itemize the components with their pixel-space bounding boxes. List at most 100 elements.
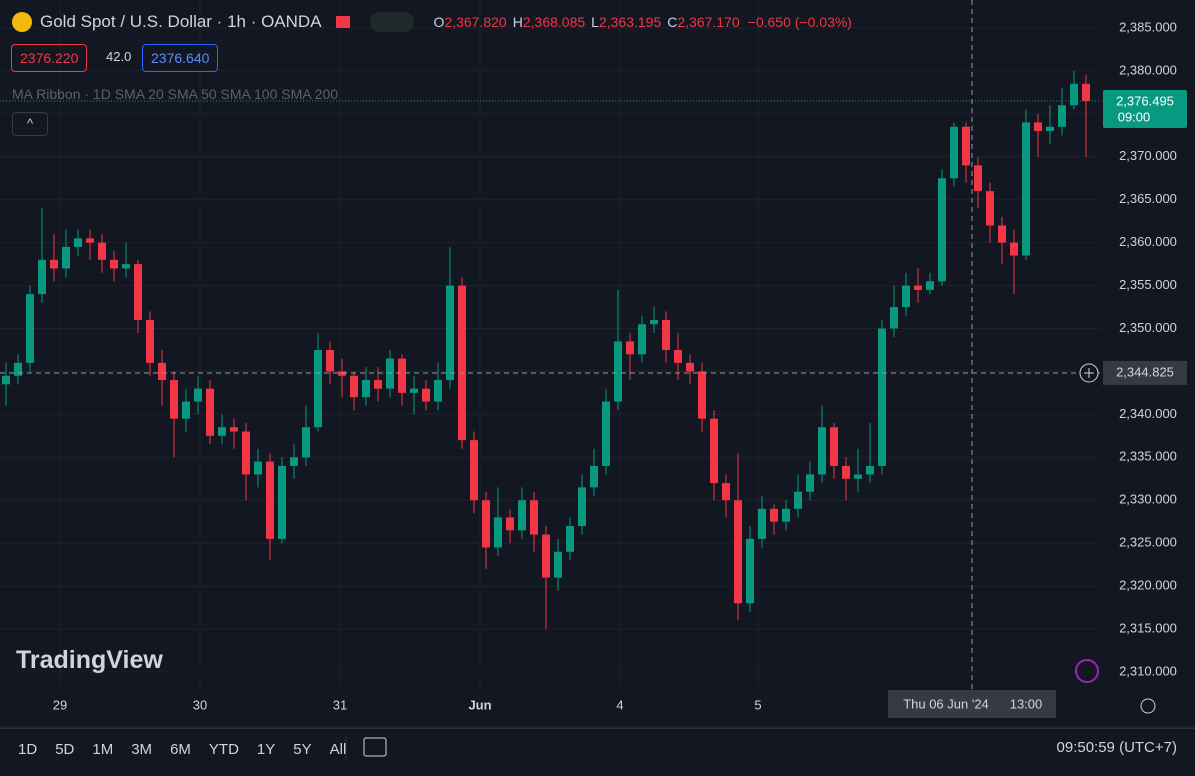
range-button[interactable]: 1M (92, 740, 114, 758)
y-tick-label: 2,340.000 (1119, 406, 1177, 421)
bottom-toolbar: 1D 5D 1M 3M 6M YTD 1Y 5Y All (0, 728, 1195, 769)
ohlc-key: L (591, 14, 599, 30)
range-button[interactable]: All (329, 740, 347, 758)
candle-body (290, 457, 298, 466)
candle-body (206, 388, 214, 436)
ohlc-item: L2,363.195 (591, 14, 661, 30)
ohlc-key: H (512, 14, 523, 30)
x-tick-label: 4 (616, 697, 623, 712)
collapse-button[interactable]: ^ (12, 112, 48, 136)
ohlc-value: 2,367.820 (444, 14, 507, 30)
range-button[interactable]: 1Y (256, 740, 276, 758)
candle-body (530, 500, 538, 535)
x-tick-label: Jun (468, 697, 491, 712)
candle-body (602, 401, 610, 466)
crosshair-price-label: 2,344.825 (1116, 364, 1174, 379)
candle-body (938, 178, 946, 282)
ohlc: O2,367.820 H2,368.085 L2,363.195 C2,367.170 (434, 14, 740, 30)
candle-body (1034, 122, 1042, 132)
candle-body (158, 362, 166, 381)
current-price-label: 2,376.495 (1116, 93, 1174, 108)
range-button[interactable]: 3M (131, 740, 153, 758)
y-tick-label: 2,325.000 (1119, 535, 1177, 550)
clock[interactable]: 09:50:59 (UTC+7) (1056, 739, 1177, 756)
buy-button[interactable]: 2376.640 (142, 44, 219, 72)
candle-body (590, 465, 598, 488)
candle-body (434, 380, 442, 402)
candle-body (578, 487, 586, 527)
candle-body (422, 388, 430, 402)
candle-body (698, 371, 706, 419)
ohlc-item: O2,367.820 (434, 14, 507, 30)
candle-body (902, 285, 910, 308)
candle-body (110, 259, 118, 269)
candle-body (26, 294, 34, 363)
candle-body (2, 375, 10, 385)
crosshair-price-tag (1103, 360, 1187, 385)
candle-body (674, 349, 682, 363)
candle-body (1070, 83, 1078, 106)
candle-body (710, 418, 718, 484)
candle-body (470, 440, 478, 501)
x-tick-label: 29 (53, 697, 67, 712)
y-tick-label: 2,310.000 (1119, 663, 1177, 678)
symbol-title[interactable]: Gold Spot / U.S. Dollar · 1h · OANDA (40, 12, 322, 31)
range-button[interactable]: YTD (208, 740, 239, 758)
sell-button[interactable]: 2376.220 (11, 44, 88, 72)
candle-body (950, 126, 958, 179)
candle-body (302, 427, 310, 458)
candle-body (134, 264, 142, 320)
candle-body (194, 388, 202, 402)
candle-body (806, 474, 814, 492)
flag[interactable] (335, 16, 350, 28)
range-button[interactable]: 6M (170, 740, 191, 758)
candle-body (866, 465, 874, 475)
candle-body (986, 191, 994, 226)
candle-body (458, 285, 466, 441)
spread: 42.0 (106, 49, 132, 64)
candle-body (494, 517, 502, 548)
candle-body (74, 238, 82, 247)
change: −0.650 (−0.03%) (747, 14, 852, 30)
candle-body (974, 165, 982, 192)
candle-body (566, 526, 574, 552)
candle-body (518, 500, 526, 531)
x-tick-label: 30 (193, 697, 207, 712)
candle-body (890, 307, 898, 329)
x-tick-label: 31 (333, 697, 347, 712)
candle-body (86, 238, 94, 243)
candle-body (218, 427, 226, 436)
crosshair-time-tag (888, 690, 1056, 718)
plus-icon (1084, 367, 1094, 378)
ohlc-item: H2,368.085 (513, 14, 585, 30)
candle-body (38, 259, 46, 295)
settings-icon (1140, 698, 1156, 714)
market-status[interactable] (369, 12, 414, 32)
candle-body (770, 508, 778, 522)
crosshair-date: Thu 06 Jun '24 (903, 696, 989, 711)
range-button[interactable]: 5D (55, 740, 75, 758)
candle-body (230, 427, 238, 432)
candle-body (1022, 122, 1030, 256)
candle-body (686, 362, 694, 372)
candle-body (794, 491, 802, 509)
candle-body (338, 371, 346, 376)
candle-body (14, 362, 22, 376)
y-tick-label: 2,360.000 (1119, 234, 1177, 249)
range-button[interactable]: 1D (18, 740, 38, 758)
symbol-logo (12, 12, 32, 32)
candle-body (410, 388, 418, 393)
indicator-legend[interactable]: MA Ribbon · 1D SMA 20 SMA 50 SMA 100 SMA… (12, 86, 339, 102)
candle-body (818, 427, 826, 475)
candle-body (854, 474, 862, 479)
candle-body (782, 508, 790, 522)
candle-body (278, 465, 286, 539)
y-tick-label: 2,320.000 (1119, 578, 1177, 593)
candle-body (62, 246, 70, 269)
range-button[interactable]: 5Y (293, 740, 312, 758)
candle-body (614, 341, 622, 402)
candle-body (122, 264, 130, 269)
y-tick-label: 2,380.000 (1119, 62, 1177, 77)
candle-body (266, 461, 274, 539)
ohlc-key: C (667, 14, 678, 30)
